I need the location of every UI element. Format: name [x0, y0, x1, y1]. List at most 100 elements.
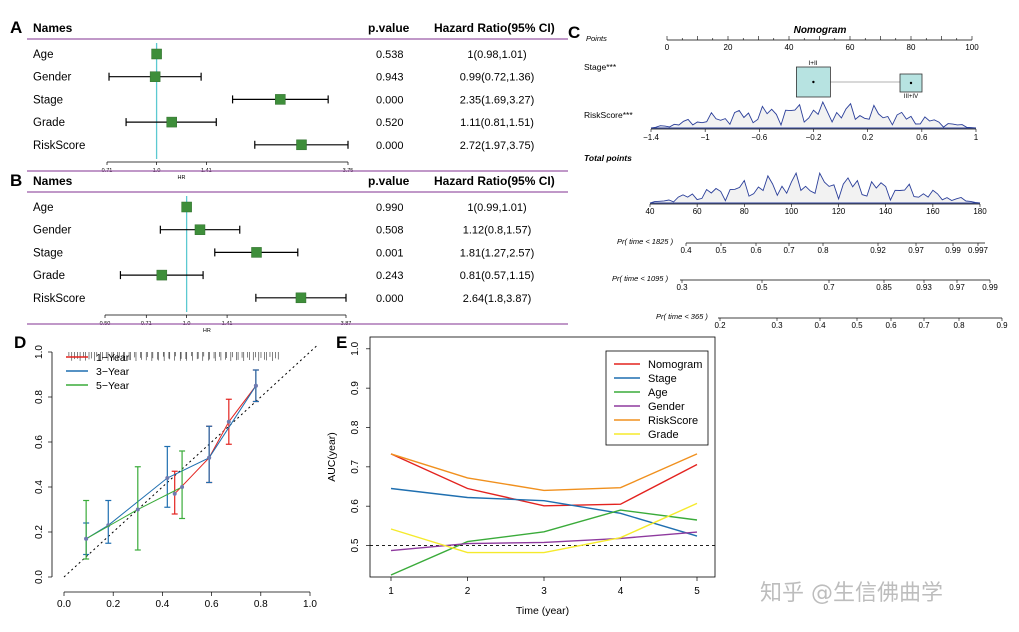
panel-letter-E: E: [336, 333, 347, 352]
stage-box-dot: [909, 81, 913, 85]
riskscore-density: [650, 100, 977, 129]
pr-axis-tick-label: 0.99: [982, 283, 998, 292]
forest-row-hr-text: 1.81(1.27,2.57): [460, 247, 535, 259]
riskscore-axis-tick-label: −0.2: [806, 133, 822, 142]
watermark: 知乎 @生信佛曲学: [760, 581, 943, 606]
nomogram-label-pr-365: Pr( time < 365 ): [656, 312, 708, 321]
pr-axis-tick-label: 0.4: [680, 246, 692, 255]
forest-row-pvalue: 0.001: [376, 247, 404, 259]
nomogram-label-pr-1095: Pr( time < 1095 ): [612, 274, 669, 283]
auc-y-tick-label: 0.8: [350, 420, 361, 434]
auc-y-tick-label: 0.9: [350, 381, 361, 395]
forest-row-pvalue: 0.000: [376, 293, 404, 305]
auc-y-axis-label: AUC(year): [326, 432, 338, 482]
auc-legend-label: Grade: [648, 429, 679, 441]
calibration-x-tick-label: 1.0: [303, 599, 317, 610]
pr-axis-tick-label: 0.92: [870, 246, 886, 255]
points-axis-tick-label: 60: [846, 43, 855, 52]
forest-header-pvalue: p.value: [368, 174, 410, 188]
nomogram-label-points: Points: [586, 34, 607, 43]
forest-hr-marker: [194, 224, 206, 235]
calibration-legend-label: 5−Year: [96, 380, 130, 392]
nomogram-label-total-points: Total points: [584, 153, 632, 163]
forest-row-hr-text: 0.81(0.57,1.15): [460, 270, 535, 282]
forest-row-name: Stage: [33, 94, 63, 106]
calibration-y-tick-label: 0.4: [34, 480, 45, 494]
nomogram-label-stage: Stage***: [584, 62, 617, 72]
forest-row-name: Gender: [33, 72, 72, 84]
calibration-point: [180, 485, 185, 489]
forest-x-axis-label: HR: [177, 175, 185, 181]
stage-box-label: III+IV: [904, 94, 918, 100]
auc-x-tick-label: 3: [541, 586, 547, 597]
forest-row-hr-text: 2.72(1.97,3.75): [460, 140, 535, 152]
pr-axis-tick-label: 0.7: [823, 283, 835, 292]
auc-x-axis-label: Time (year): [516, 605, 569, 617]
auc-x-tick-label: 4: [618, 586, 624, 597]
pr-axis-tick-label: 0.97: [949, 283, 965, 292]
forest-hr-marker: [166, 116, 177, 128]
calibration-point: [207, 455, 212, 460]
forest-hr-marker: [275, 94, 286, 105]
forest-hr-marker: [156, 269, 168, 281]
total-points-axis-tick-label: 100: [785, 207, 799, 216]
calibration-point: [253, 383, 258, 388]
panel-letter-C: C: [568, 23, 580, 42]
pr-axis-tick-label: 0.3: [676, 283, 688, 292]
pr-axis-tick-label: 0.8: [817, 246, 829, 255]
auc-legend-label: Gender: [648, 401, 685, 413]
forest-row-pvalue: 0.243: [376, 270, 404, 282]
forest-row-pvalue: 0.538: [376, 49, 404, 61]
nomogram-title: Nomogram: [794, 25, 847, 36]
riskscore-axis-tick-label: 0.2: [862, 133, 874, 142]
riskscore-axis-tick-label: −1.4: [643, 133, 659, 142]
pr-axis-tick-label: 0.97: [908, 246, 924, 255]
calibration-y-tick-label: 0.6: [34, 435, 45, 449]
calibration-line-1: [85, 385, 257, 540]
nomogram-label-riskscore: RiskScore***: [584, 110, 633, 120]
forest-hr-marker: [251, 247, 262, 258]
points-axis-tick-label: 20: [724, 43, 733, 52]
points-axis-tick-label: 80: [907, 43, 916, 52]
pr-axis-tick-label: 0.4: [814, 321, 826, 330]
pr-axis-tick-label: 0.5: [851, 321, 863, 330]
forest-row-hr-text: 2.64(1.8,3.87): [463, 293, 532, 305]
calibration-line-0: [174, 385, 257, 495]
forest-row-pvalue: 0.000: [376, 94, 404, 106]
forest-row-name: Stage: [33, 247, 63, 259]
auc-line-age: [390, 509, 698, 576]
pr-axis-tick-label: 0.5: [756, 283, 768, 292]
total-points-density: [649, 171, 981, 204]
calibration-y-tick-label: 0.2: [34, 525, 45, 539]
points-axis-tick-label: 0: [665, 43, 670, 52]
nomogram-label-pr-1825: Pr( time < 1825 ): [617, 237, 674, 246]
pr-axis-tick-label: 0.3: [771, 321, 783, 330]
auc-x-tick-label: 5: [694, 586, 700, 597]
auc-legend-label: Nomogram: [648, 359, 702, 371]
auc-line-grade: [390, 502, 698, 554]
calibration-x-tick-label: 0.2: [106, 599, 120, 610]
calibration-legend-label: 1−Year: [96, 352, 130, 364]
auc-legend-box: [605, 350, 709, 446]
calibration-y-tick-label: 1.0: [34, 345, 45, 359]
forest-row-name: Age: [33, 202, 53, 214]
auc-y-tick-label: 0.5: [350, 538, 361, 552]
auc-line-gender: [390, 531, 698, 552]
forest-row-pvalue: 0.990: [376, 202, 404, 214]
auc-legend-label: Stage: [648, 373, 677, 385]
calibration-point: [226, 419, 231, 424]
riskscore-axis-tick-label: 0.6: [916, 133, 928, 142]
forest-row-name: Age: [33, 49, 53, 61]
pr-axis-tick-label: 0.7: [783, 246, 795, 255]
calibration-point: [84, 536, 89, 541]
total-points-axis-tick-label: 120: [832, 207, 846, 216]
forest-row-name: RiskScore: [33, 140, 85, 152]
calibration-y-tick-label: 0.0: [34, 570, 45, 584]
pr-axis-tick-label: 0.997: [968, 246, 989, 255]
auc-line-nomogram: [390, 453, 698, 507]
forest-row-pvalue: 0.943: [376, 72, 404, 84]
pr-axis-tick-label: 0.85: [876, 283, 892, 292]
pr-axis-tick-label: 0.6: [750, 246, 762, 255]
total-points-axis-tick-label: 160: [926, 207, 940, 216]
calibration-y-tick-label: 0.8: [34, 390, 45, 404]
